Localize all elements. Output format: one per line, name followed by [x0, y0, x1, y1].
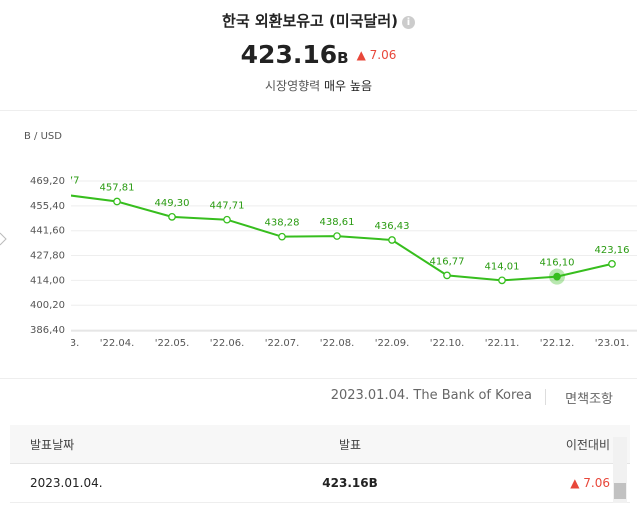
prev-arrow[interactable] [0, 232, 7, 246]
point [443, 271, 451, 280]
td: 2023.01.04. [30, 476, 103, 490]
x-tick-label: '22.09. [375, 338, 410, 349]
x-tick-label: '23.01. [595, 338, 630, 349]
y-tick-label: 469,20 [30, 176, 65, 187]
value-label: 423,16 [595, 245, 630, 256]
x-tick-label: '22.10. [430, 338, 465, 349]
table: 발표날짜 발표 이전대비 2023.01.04. 423.16B ▲ 7.06 [10, 425, 630, 503]
x-tick-label: '22.05. [155, 338, 190, 349]
value-label: 438,61 [320, 217, 355, 228]
td: 423.16B [322, 476, 378, 490]
th: 이전대비 [565, 437, 610, 452]
y-tick-label: 427,80 [30, 251, 65, 262]
table-row: 2023.01.04. 423.16B ▲ 7.06 [10, 464, 630, 503]
x-tick-label: '22.03. [45, 338, 80, 349]
point [59, 191, 65, 197]
y-tick-label: 441,60 [30, 226, 65, 237]
point [168, 212, 176, 221]
y-tick-label: 455,40 [30, 201, 65, 212]
point [388, 236, 396, 244]
value-label: 449,30 [155, 198, 190, 209]
divider [545, 389, 546, 405]
influence-label: 시장영향력 [264, 79, 321, 93]
value-label: 457,81 [100, 183, 135, 194]
value-row: 423.16B ▲ 7.06 [0, 40, 637, 69]
x-tick-label: '22.08. [320, 338, 355, 349]
header: 한국 외환보유고 (미국달러) i 423.16B ▲ 7.06 시장영향력 매우 … [0, 0, 637, 110]
point [498, 276, 506, 285]
x-tick-label: '22.07. [265, 338, 300, 349]
info-icon[interactable]: i [401, 16, 415, 29]
point [553, 272, 561, 281]
footer: 2023.01.04. The Bank of Korea 면책조항 [0, 378, 637, 415]
change: ▲ 7.06 [356, 48, 397, 62]
source: 2023.01.04. The Bank of Korea [330, 388, 532, 403]
x-tick-label: '22.04. [100, 338, 135, 349]
x-tick-label: '22.06. [210, 338, 245, 349]
scrollbar[interactable] [613, 437, 627, 503]
value-label: 416,77 [430, 256, 465, 267]
td-change: ▲ 7.06 [570, 476, 610, 490]
value-label: 438,28 [265, 218, 300, 229]
influence-value: 매우 높음 [324, 79, 372, 93]
chart: B / USD '22.03. '22.04. '22.05. '22.06. '22.… [0, 110, 637, 349]
th: 발표날짜 [30, 437, 75, 452]
value-label: 416,10 [540, 258, 575, 269]
value: 423.16 [240, 40, 338, 69]
scroll-thumb[interactable] [614, 483, 626, 499]
plot: '22.03. '22.04. '22.05. '22.06. '22.07. '22.0… [45, 175, 637, 349]
point [113, 197, 121, 206]
x-tick-label: '22.12. [540, 338, 575, 349]
td: 7.06 [583, 476, 610, 490]
value-label: 447,71 [210, 201, 245, 212]
point [608, 260, 616, 268]
y-axis-label: B / USD [24, 131, 62, 142]
change-value: 7.06 [369, 48, 397, 62]
point [333, 232, 341, 240]
point [223, 215, 231, 224]
unit: B [337, 49, 349, 67]
value-label: 414,01 [485, 261, 520, 272]
title-row: 한국 외환보유고 (미국달러) i [0, 10, 637, 31]
influence: 시장영향력 매우 높음 [0, 77, 637, 94]
y-tick-label: 386,40 [30, 325, 65, 336]
table-header: 발표날짜 발표 이전대비 [10, 425, 630, 464]
x-tick-label: '22.11. [485, 338, 520, 349]
value-label: 436,43 [375, 221, 410, 232]
y-tick-label: 414,00 [30, 275, 65, 286]
disclaimer[interactable]: 면책조항 [565, 392, 613, 407]
point [278, 232, 286, 241]
title: 한국 외환보유고 (미국달러) [222, 12, 398, 30]
value-label: 461,77 [45, 175, 80, 186]
th: 발표 [338, 437, 362, 452]
y-tick-label: 400,20 [30, 300, 65, 311]
